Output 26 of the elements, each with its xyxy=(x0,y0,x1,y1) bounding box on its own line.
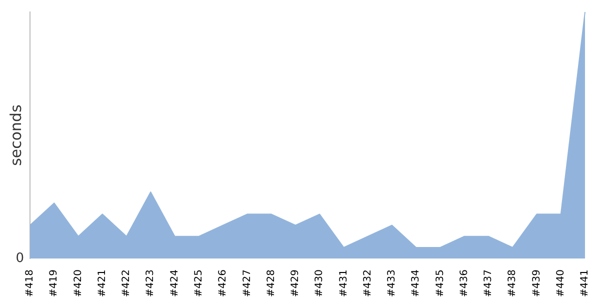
x-tick-label: #429 xyxy=(290,270,302,298)
y-axis-title: seconds xyxy=(6,104,25,166)
x-tick-label: #439 xyxy=(531,270,542,298)
x-tick-label: #418 xyxy=(24,270,36,298)
x-tick-label: #424 xyxy=(169,270,180,298)
x-tick-label: #420 xyxy=(72,270,84,298)
x-tick-label: #422 xyxy=(121,270,132,298)
x-tick-label: #427 xyxy=(242,270,253,298)
x-tick-label: #438 xyxy=(507,270,518,298)
x-tick-label: #431 xyxy=(338,270,350,298)
x-tick-label: #435 xyxy=(434,270,446,298)
x-tick-label: #430 xyxy=(314,270,326,298)
x-tick-label: #428 xyxy=(266,270,277,298)
x-tick-label: #419 xyxy=(48,270,60,298)
x-tick-label: #440 xyxy=(555,270,566,298)
x-tick-label: #437 xyxy=(483,270,494,298)
x-tick-label: #433 xyxy=(386,270,398,298)
x-tick-label: #441 xyxy=(580,270,591,298)
x-tick-label: #423 xyxy=(145,270,156,298)
x-tick-label: #432 xyxy=(362,270,374,298)
annotation: 0 xyxy=(16,250,24,266)
x-tick-label: #425 xyxy=(194,270,205,298)
x-tick-label: #434 xyxy=(410,270,422,298)
x-tick-label: #426 xyxy=(218,270,229,298)
x-tick-label: #436 xyxy=(458,270,470,298)
x-tick-label: #421 xyxy=(96,270,108,298)
